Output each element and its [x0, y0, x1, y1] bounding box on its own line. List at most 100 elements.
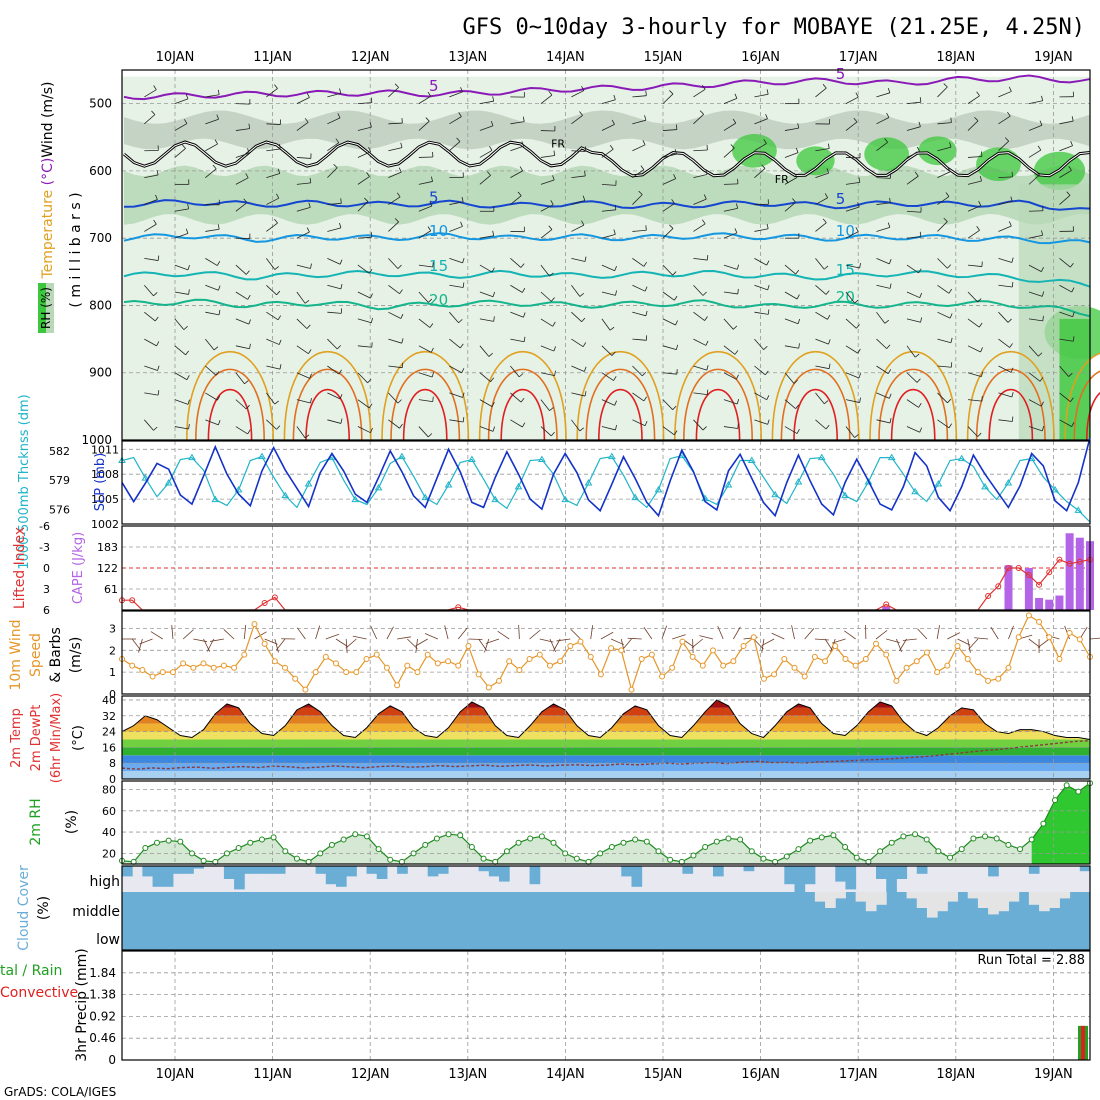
wind-barb-flag — [429, 201, 433, 207]
wind-barb — [845, 231, 859, 239]
surface-isotherm — [674, 350, 762, 441]
surface-wind-barb — [325, 633, 340, 640]
wind-barb-flag — [1041, 230, 1044, 236]
wind-speed-marker — [862, 656, 869, 663]
wind-barb — [327, 311, 342, 314]
wind-barb-flag — [398, 167, 402, 173]
wind-barb — [571, 338, 584, 348]
surface-wind-barb — [274, 638, 279, 653]
wind-barb-flag — [309, 177, 312, 183]
wind-barb-flag — [153, 292, 158, 297]
wind-barb-flag — [462, 416, 465, 423]
wind-speed-marker — [220, 662, 227, 669]
wind-barb-flag — [1040, 401, 1044, 407]
wind-barb-flag — [643, 396, 647, 402]
thickness-marker — [584, 479, 593, 486]
wind-barb — [235, 372, 245, 385]
surface-isotherm — [890, 388, 936, 441]
wind-barb-flag — [553, 346, 556, 352]
wind-barb — [205, 419, 219, 426]
rh-marker — [912, 831, 919, 838]
high-cloud-bar — [631, 866, 643, 887]
wind-barb — [937, 392, 948, 404]
wind-barb-flag — [977, 298, 982, 303]
wind-barb-flag — [1008, 86, 1012, 92]
ylabel-part: Temperature — [40, 185, 56, 279]
isotherm-label: 5 — [836, 190, 846, 208]
high-cloud-bar — [499, 866, 510, 882]
wind-speed-marker — [282, 664, 289, 671]
high-cloud-bar — [682, 866, 694, 874]
wind-barb-flag — [734, 350, 739, 355]
wind-barb — [296, 426, 306, 439]
thickness-marker — [491, 495, 500, 503]
wind-barb-flag — [364, 197, 369, 202]
wind-speed-marker — [424, 651, 431, 658]
temp-tick-label: 24 — [102, 726, 116, 739]
temp-frame — [121, 695, 1091, 780]
lifted-index-marker — [1036, 581, 1043, 588]
wind-barb-flag — [857, 348, 861, 354]
wind-barb — [571, 200, 585, 205]
surface-isotherm — [292, 368, 363, 441]
surface-isotherm — [576, 350, 665, 441]
wind-barb — [266, 197, 280, 205]
wind-barb — [144, 392, 159, 396]
wind-speed-marker — [445, 658, 452, 665]
wind-barb-flag — [459, 343, 464, 349]
wind-barb — [357, 318, 372, 324]
wind-barb — [784, 177, 798, 185]
wind-barb — [815, 338, 829, 345]
surface-wind-barb — [570, 628, 581, 640]
high-cloud-bar — [366, 866, 378, 874]
dewpoint-line — [121, 739, 1091, 770]
surface-wind-barb — [814, 638, 829, 641]
wind-barb-flag — [549, 407, 554, 411]
wind-barb — [784, 318, 799, 325]
rh-legend-swatch-green — [38, 283, 46, 333]
wind-barb — [693, 149, 708, 152]
thickness-marker — [374, 483, 383, 491]
wind-barb — [937, 221, 948, 232]
surface-wind-barb — [296, 627, 306, 640]
isotherm-line — [123, 199, 1091, 211]
wind-barb — [876, 177, 891, 179]
surface-wind-barb — [315, 625, 321, 640]
wind-barb — [357, 399, 370, 409]
wind-barb — [967, 180, 982, 185]
wind-barb-flag — [857, 202, 860, 208]
wind-barb-flag — [737, 423, 739, 429]
rh-marker — [1052, 797, 1059, 804]
wind-barb-flag — [673, 430, 678, 436]
wind-barb-flag — [766, 395, 770, 400]
li-axis-label: Lifted Index — [12, 527, 28, 609]
rh-marker — [188, 850, 195, 857]
wind-barb — [266, 88, 278, 98]
wind-barb-flag — [1040, 267, 1044, 272]
pressure-tick-label: 1000 — [81, 433, 112, 447]
rh-marker — [783, 853, 790, 860]
isotherm-label: 5 — [836, 65, 846, 83]
high-cloud-bar — [152, 866, 164, 887]
middle-cloud-gap — [855, 892, 867, 902]
wind-barb — [815, 392, 825, 405]
wind-barb-flag — [854, 299, 859, 304]
rh-band-grey — [124, 110, 1090, 150]
wind-speed-marker — [659, 673, 666, 680]
wind-barb-flag — [766, 260, 770, 266]
surface-wind-barb — [990, 626, 999, 640]
wind-barb — [327, 338, 338, 350]
wind-axis-label-d: (m/s) — [68, 637, 84, 674]
wind-barb-flag — [767, 284, 770, 290]
wind-speed-marker — [995, 675, 1002, 682]
wind-barb — [998, 91, 1012, 98]
wind-speed-marker — [129, 662, 136, 669]
freezing-level-inner — [123, 141, 1091, 177]
slp-tick-label: 1008 — [91, 468, 119, 481]
rh-marker — [480, 855, 487, 862]
wind-barb — [967, 120, 979, 131]
wind-barb-flag — [425, 117, 430, 122]
rh-legend-label: RH (%) — [39, 287, 53, 329]
wind-barb — [937, 122, 952, 125]
